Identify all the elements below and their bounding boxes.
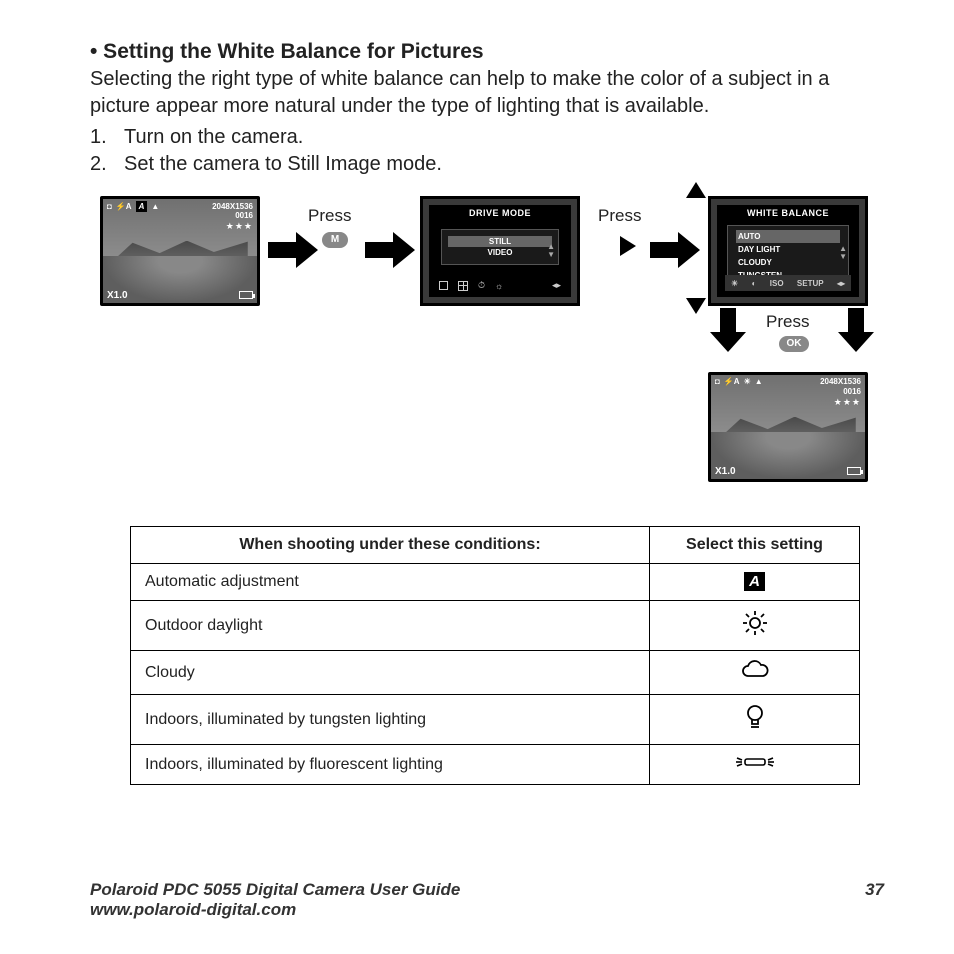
sun-icon <box>742 610 768 636</box>
brightness-icon: ☼ <box>495 281 503 291</box>
fluorescent-icon <box>735 754 775 770</box>
leftright-icon: ◂▸ <box>552 280 561 291</box>
setup-label: SETUP <box>797 279 824 288</box>
menu-item-video[interactable]: VIDEO <box>448 247 552 258</box>
page-footer: Polaroid PDC 5055 Digital Camera User Gu… <box>90 880 884 920</box>
mode-icon <box>439 281 448 290</box>
table-row: Indoors, illuminated by fluorescent ligh… <box>131 745 860 785</box>
step-1: Turn on the camera. <box>124 124 303 151</box>
drive-mode-menu: DRIVE MODE STILL VIDEO ▲▼ ⏱ ☼ ◂▸ <box>420 196 580 306</box>
battery-icon <box>239 291 253 299</box>
arrow-right-icon <box>650 232 700 268</box>
wb-auto[interactable]: AUTO <box>736 230 840 243</box>
flow-diagram: ◘⚡AA▲ 2048X1536 0016 ★★★ X1.0 Press M DR… <box>90 188 894 508</box>
arrow-down-icon <box>838 308 874 352</box>
section-heading: • Setting the White Balance for Pictures <box>90 40 894 64</box>
wb-cloudy[interactable]: CLOUDY <box>736 256 840 269</box>
table-row: Cloudy <box>131 651 860 695</box>
footer-url: www.polaroid-digital.com <box>90 900 460 920</box>
th-conditions: When shooting under these conditions: <box>131 527 650 564</box>
press-label-3: Press <box>766 312 809 332</box>
camera-icon: ◘ <box>715 377 720 386</box>
cloud-icon <box>740 660 770 680</box>
lcd-preview-1: ◘⚡AA▲ 2048X1536 0016 ★★★ X1.0 <box>100 196 260 306</box>
updown-icon: ▲▼ <box>839 245 847 261</box>
mountain-icon: ▲ <box>755 377 763 386</box>
updown-icon: ▲▼ <box>547 243 555 259</box>
menu-item-still[interactable]: STILL <box>448 236 552 247</box>
wb-settings-table: When shooting under these conditions: Se… <box>130 526 860 785</box>
bulb-icon <box>745 704 765 730</box>
sun-icon: ☀ <box>744 377 751 386</box>
table-row: Automatic adjustment A <box>131 564 860 601</box>
nav-up-icon[interactable] <box>686 182 706 198</box>
press-label-1: Press <box>308 206 351 226</box>
wb-title: WHITE BALANCE <box>717 205 859 221</box>
grid-icon <box>458 281 468 291</box>
wb-daylight[interactable]: DAY LIGHT <box>736 243 840 256</box>
m-button[interactable]: M <box>322 232 348 248</box>
footer-guide: Polaroid PDC 5055 Digital Camera User Gu… <box>90 880 460 900</box>
contrast-icon: ◐ <box>752 279 757 288</box>
timer-icon: ⏱ <box>478 280 485 291</box>
lcd-preview-2: ◘⚡A☀▲ 2048X1536 0016 ★★★ X1.0 <box>708 372 868 482</box>
nav-down-icon[interactable] <box>686 298 706 314</box>
intro-text: Selecting the right type of white balanc… <box>90 66 894 120</box>
drive-mode-title: DRIVE MODE <box>429 205 571 221</box>
table-row: Indoors, illuminated by tungsten lightin… <box>131 695 860 745</box>
auto-icon: A <box>744 572 765 591</box>
iso-label: ISO <box>770 279 784 288</box>
camera-icon: ◘ <box>107 202 112 211</box>
arrow-right-icon <box>268 232 318 268</box>
white-balance-menu: WHITE BALANCE AUTO DAY LIGHT CLOUDY TUNG… <box>708 196 868 306</box>
mountain-icon: ▲ <box>151 202 159 211</box>
table-row: Outdoor daylight <box>131 601 860 651</box>
page-number: 37 <box>865 880 884 920</box>
nav-right-icon[interactable] <box>620 236 636 256</box>
ok-button[interactable]: OK <box>779 336 809 352</box>
battery-icon <box>847 467 861 475</box>
arrow-right-icon <box>365 232 415 268</box>
th-setting: Select this setting <box>650 527 860 564</box>
leftright-icon: ◂▸ <box>837 279 845 288</box>
steps-list: 1.Turn on the camera. 2.Set the camera t… <box>90 124 894 178</box>
sun-icon: ☀ <box>731 279 738 288</box>
press-label-2: Press <box>598 206 641 226</box>
step-2: Set the camera to Still Image mode. <box>124 151 442 178</box>
arrow-down-icon <box>710 308 746 352</box>
